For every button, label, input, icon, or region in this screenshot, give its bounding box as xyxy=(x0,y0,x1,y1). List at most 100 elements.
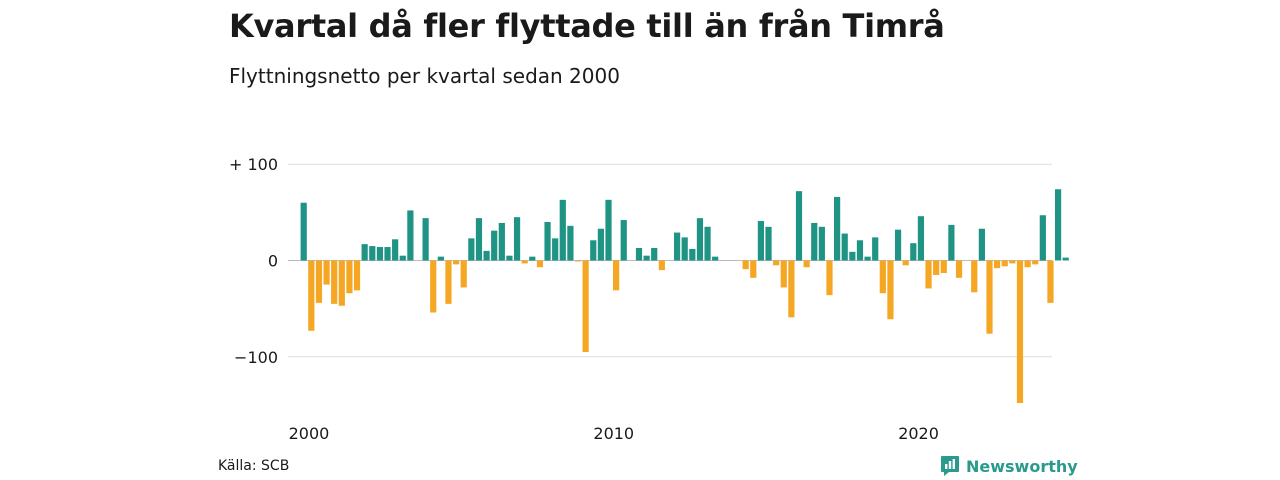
bar xyxy=(742,260,749,270)
bar xyxy=(559,199,566,261)
newsworthy-logo-icon xyxy=(941,456,959,476)
bar xyxy=(765,226,772,261)
chart-subtitle: Flyttningsnetto per kvartal sedan 2000 xyxy=(229,64,620,88)
bar xyxy=(658,260,665,271)
bar xyxy=(910,243,917,261)
bar xyxy=(300,202,307,261)
bar xyxy=(361,244,368,261)
bar xyxy=(818,226,825,261)
bar xyxy=(445,260,452,304)
bar xyxy=(399,255,406,261)
y-tick-label: + 100 xyxy=(229,155,278,174)
grid-lines xyxy=(288,163,1052,358)
bar xyxy=(986,260,993,334)
x-tick-label: 2020 xyxy=(898,424,939,443)
bar xyxy=(620,220,627,261)
bar xyxy=(338,260,345,306)
bar xyxy=(795,191,803,261)
bar xyxy=(483,250,490,261)
bar xyxy=(353,260,361,291)
bar xyxy=(872,237,879,261)
bar xyxy=(544,221,551,261)
y-tick-label: −100 xyxy=(234,348,278,367)
bar xyxy=(948,224,955,261)
bar xyxy=(1062,257,1069,261)
y-axis-labels: + 100 0 −100 xyxy=(229,155,278,367)
bar xyxy=(384,247,391,261)
bars xyxy=(300,189,1069,404)
bar xyxy=(582,260,589,352)
bar xyxy=(780,260,787,288)
bar xyxy=(978,228,985,261)
bar xyxy=(689,248,696,261)
bar xyxy=(392,239,399,261)
bar xyxy=(453,260,460,265)
y-tick-label: 0 xyxy=(268,252,278,271)
bar xyxy=(841,233,848,261)
bar xyxy=(331,260,338,304)
bar xyxy=(529,256,536,261)
bar xyxy=(635,247,643,261)
bar xyxy=(696,218,704,261)
bar xyxy=(1024,260,1031,268)
bar xyxy=(887,260,894,320)
bar xyxy=(597,228,604,261)
bar xyxy=(902,260,909,266)
bar xyxy=(315,260,323,303)
bar xyxy=(369,246,376,261)
bar xyxy=(773,260,780,266)
bar xyxy=(955,260,963,278)
brand-logo[interactable]: Newsworthy xyxy=(940,455,1078,477)
bar xyxy=(750,260,757,278)
bar xyxy=(491,230,498,261)
bar xyxy=(605,199,612,261)
bar xyxy=(826,260,833,296)
bar xyxy=(1039,215,1046,261)
bar xyxy=(757,221,764,261)
bar xyxy=(567,225,574,261)
bar xyxy=(437,256,444,261)
bar xyxy=(651,247,658,261)
bar xyxy=(468,238,475,261)
bar-chart: + 100 0 −100 2000 2010 2020 xyxy=(229,155,1069,443)
bar xyxy=(1054,189,1062,261)
bar xyxy=(643,255,650,261)
bar xyxy=(925,260,932,289)
bar xyxy=(613,260,620,291)
source-note: Källa: SCB xyxy=(218,458,290,474)
bar xyxy=(323,260,330,285)
x-axis-labels: 2000 2010 2020 xyxy=(289,424,939,443)
bar xyxy=(1009,260,1016,264)
bar xyxy=(308,260,315,331)
bar xyxy=(849,251,856,261)
bar xyxy=(811,222,818,261)
bar xyxy=(521,260,528,264)
bar xyxy=(788,260,795,318)
bar xyxy=(994,260,1001,269)
bar xyxy=(940,260,947,274)
x-tick-label: 2010 xyxy=(593,424,634,443)
x-tick-label: 2000 xyxy=(289,424,330,443)
bar xyxy=(407,210,414,261)
bar xyxy=(933,260,940,275)
bar xyxy=(681,237,688,261)
bar xyxy=(1032,260,1039,265)
bar xyxy=(376,247,383,261)
bar xyxy=(475,218,483,261)
bar xyxy=(1016,260,1024,404)
bar xyxy=(673,232,681,261)
bar xyxy=(712,256,719,261)
bar xyxy=(1001,260,1008,267)
bar xyxy=(430,260,437,313)
bar xyxy=(498,222,505,261)
bar xyxy=(704,226,711,261)
bar xyxy=(894,229,902,261)
bar xyxy=(971,260,978,293)
chart-title: Kvartal då fler flyttade till än från Ti… xyxy=(229,7,945,45)
bar xyxy=(590,240,597,261)
bar xyxy=(856,240,864,261)
bar xyxy=(879,260,886,294)
bar xyxy=(574,260,582,262)
bar xyxy=(536,260,544,268)
bar xyxy=(346,260,353,294)
